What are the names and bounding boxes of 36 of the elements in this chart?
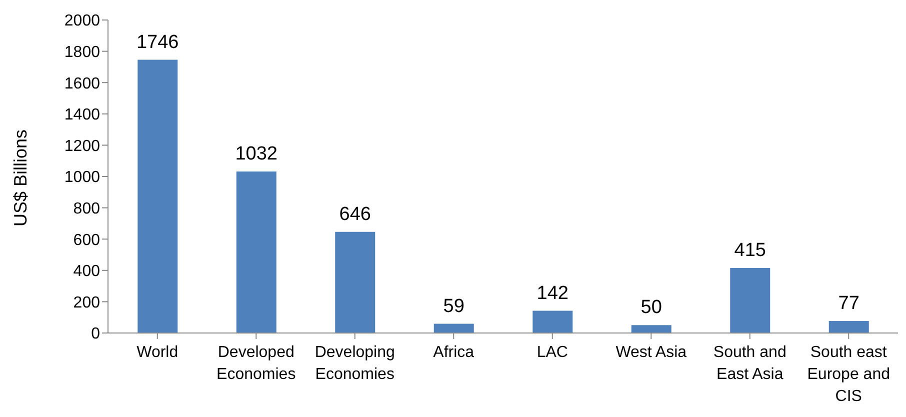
y-tick-label: 1200 (64, 138, 100, 155)
x-tick-label: South and East Asia (713, 344, 786, 383)
bar (434, 324, 474, 333)
data-label: 646 (339, 204, 371, 225)
y-tick-label: 800 (73, 200, 100, 218)
bar (631, 325, 672, 333)
data-label: 50 (640, 297, 662, 318)
y-tick-label: 1000 (64, 169, 100, 186)
bar (335, 232, 376, 333)
data-label: 415 (734, 240, 766, 262)
x-tick-label: World (136, 344, 178, 361)
y-tick-label: 1600 (64, 75, 100, 92)
y-axis-title: US$ Billions (10, 129, 30, 226)
x-tick-label: Africa (433, 344, 474, 361)
bar (236, 171, 276, 333)
y-tick-label: 400 (73, 263, 100, 280)
y-tick-label: 1800 (64, 44, 100, 61)
x-tick-label: West Asia (616, 344, 687, 361)
data-label: 142 (536, 282, 568, 304)
y-tick-label: 0 (91, 326, 100, 343)
bar (532, 310, 573, 333)
x-tick-label: LAC (536, 344, 568, 361)
y-tick-label: 600 (73, 232, 100, 249)
y-tick-label: 2000 (64, 12, 100, 30)
bar (828, 320, 869, 333)
bar (138, 60, 178, 333)
x-tick-label: Developed Economies (216, 344, 296, 383)
data-label: 1032 (235, 143, 278, 164)
data-label: 77 (838, 292, 860, 314)
data-label: 1746 (136, 32, 179, 53)
x-tick-label: Developing Economies (314, 344, 395, 383)
bar (730, 268, 770, 333)
data-label: 59 (443, 296, 464, 317)
y-tick-label: 200 (73, 294, 100, 312)
y-tick-label: 1400 (64, 106, 100, 124)
x-tick-label: South east Europe and CIS (807, 344, 890, 405)
